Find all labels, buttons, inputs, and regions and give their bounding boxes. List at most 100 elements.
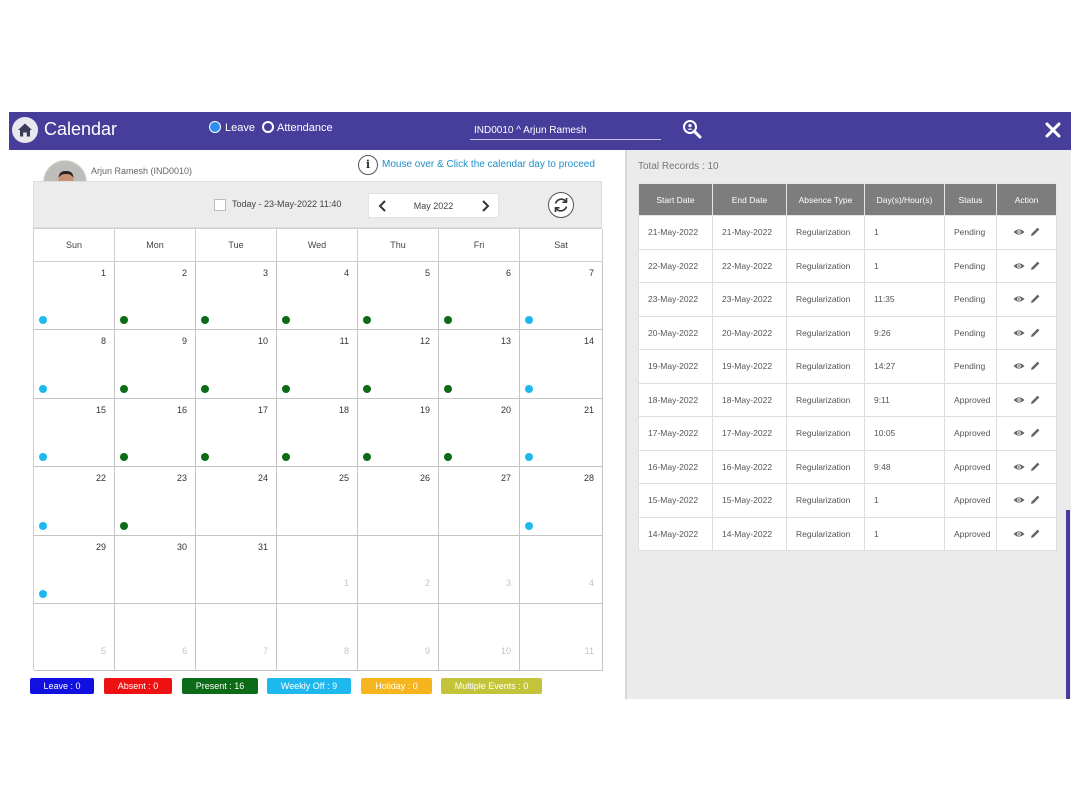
table-row[interactable]: 22-May-2022 22-May-2022 Regularization 1 Pen… — [638, 248, 1057, 283]
column-header: Start Date — [638, 183, 713, 216]
calendar-day-cell[interactable]: 2 — [115, 262, 196, 330]
calendar-day-cell[interactable]: 4 — [277, 262, 358, 330]
calendar-day-cell[interactable]: 28 — [520, 467, 603, 536]
day-number: 4 — [588, 578, 594, 588]
status-dot — [282, 385, 290, 393]
today-checkbox[interactable] — [214, 199, 226, 211]
calendar-day-cell[interactable]: 21 — [520, 399, 603, 467]
calendar-day-cell[interactable]: 30 — [115, 536, 196, 604]
day-number: 27 — [500, 473, 511, 483]
calendar-day-cell[interactable]: 26 — [358, 467, 439, 536]
close-icon[interactable] — [1042, 119, 1064, 141]
attendance-radio[interactable] — [262, 121, 274, 133]
calendar-day-cell[interactable]: 9 — [358, 604, 439, 671]
pencil-icon[interactable] — [1029, 360, 1041, 372]
end-date-cell: 14-May-2022 — [712, 516, 787, 551]
eye-icon[interactable] — [1013, 461, 1025, 473]
calendar-day-cell[interactable]: 4 — [520, 536, 603, 604]
calendar-day-cell[interactable]: 7 — [196, 604, 277, 671]
table-row[interactable]: 19-May-2022 19-May-2022 Regularization 14:2… — [638, 349, 1057, 384]
pencil-icon[interactable] — [1029, 494, 1041, 506]
eye-icon[interactable] — [1013, 327, 1025, 339]
table-row[interactable]: 20-May-2022 20-May-2022 Regularization 9:26… — [638, 315, 1057, 350]
total-records: Total Records : 10 — [638, 161, 719, 172]
calendar-day-cell[interactable]: 2 — [358, 536, 439, 604]
calendar-day-cell[interactable]: 5 — [34, 604, 115, 671]
calendar-day-cell[interactable]: 15 — [34, 399, 115, 467]
column-header: Absence Type — [786, 183, 865, 216]
pencil-icon[interactable] — [1029, 394, 1041, 406]
table-row[interactable]: 14-May-2022 14-May-2022 Regularization 1 App… — [638, 516, 1057, 551]
table-row[interactable]: 17-May-2022 17-May-2022 Regularization 10:0… — [638, 416, 1057, 451]
calendar-day-cell[interactable]: 1 — [34, 262, 115, 330]
leave-radio[interactable] — [209, 121, 221, 133]
calendar-day-cell[interactable]: 16 — [115, 399, 196, 467]
status-cell: Approved — [944, 382, 997, 417]
scrollbar[interactable] — [1066, 510, 1070, 699]
eye-icon[interactable] — [1013, 293, 1025, 305]
day-number: 28 — [583, 473, 594, 483]
pencil-icon[interactable] — [1029, 293, 1041, 305]
leave-radio-label[interactable]: Leave — [225, 122, 255, 134]
table-row[interactable]: 21-May-2022 21-May-2022 Regularization 1 Pen… — [638, 215, 1057, 250]
calendar-day-cell[interactable]: 12 — [358, 330, 439, 399]
calendar-day-cell[interactable]: 29 — [34, 536, 115, 604]
calendar-day-cell[interactable]: 11 — [277, 330, 358, 399]
calendar-day-cell[interactable]: 18 — [277, 399, 358, 467]
eye-icon[interactable] — [1013, 394, 1025, 406]
table-row[interactable]: 16-May-2022 16-May-2022 Regularization 9:48… — [638, 449, 1057, 484]
search-user-icon[interactable] — [681, 118, 703, 140]
table-row[interactable]: 18-May-2022 18-May-2022 Regularization 9:11… — [638, 382, 1057, 417]
pencil-icon[interactable] — [1029, 461, 1041, 473]
weekday-header: Fri — [439, 229, 520, 262]
attendance-radio-label[interactable]: Attendance — [277, 122, 333, 134]
pencil-icon[interactable] — [1029, 327, 1041, 339]
calendar-day-cell[interactable]: 8 — [34, 330, 115, 399]
chevron-right-icon[interactable] — [475, 197, 495, 215]
calendar-day-cell[interactable]: 6 — [439, 262, 520, 330]
day-number: 8 — [100, 336, 106, 346]
pencil-icon[interactable] — [1029, 260, 1041, 272]
calendar-day-cell[interactable]: 24 — [196, 467, 277, 536]
pencil-icon[interactable] — [1029, 226, 1041, 238]
refresh-icon[interactable] — [548, 192, 574, 218]
employee-field[interactable]: IND0010 ^ Arjun Ramesh — [470, 122, 661, 140]
chevron-left-icon[interactable] — [373, 197, 393, 215]
calendar-day-cell[interactable]: 31 — [196, 536, 277, 604]
calendar-day-cell[interactable]: 10 — [196, 330, 277, 399]
calendar-day-cell[interactable]: 23 — [115, 467, 196, 536]
eye-icon[interactable] — [1013, 427, 1025, 439]
duration-cell: 1 — [864, 215, 945, 250]
weekday-header: Thu — [358, 229, 439, 262]
table-row[interactable]: 23-May-2022 23-May-2022 Regularization 11:3… — [638, 282, 1057, 317]
calendar-day-cell[interactable]: 6 — [115, 604, 196, 671]
calendar-day-cell[interactable]: 25 — [277, 467, 358, 536]
month-label: May 2022 — [413, 201, 454, 211]
calendar-day-cell[interactable]: 10 — [439, 604, 520, 671]
eye-icon[interactable] — [1013, 494, 1025, 506]
calendar-day-cell[interactable]: 9 — [115, 330, 196, 399]
calendar-day-cell[interactable]: 20 — [439, 399, 520, 467]
calendar-day-cell[interactable]: 14 — [520, 330, 603, 399]
calendar-day-cell[interactable]: 17 — [196, 399, 277, 467]
calendar-day-cell[interactable]: 8 — [277, 604, 358, 671]
table-row[interactable]: 15-May-2022 15-May-2022 Regularization 1 App… — [638, 483, 1057, 518]
calendar-day-cell[interactable]: 22 — [34, 467, 115, 536]
eye-icon[interactable] — [1013, 528, 1025, 540]
calendar-day-cell[interactable]: 3 — [196, 262, 277, 330]
calendar-day-cell[interactable]: 1 — [277, 536, 358, 604]
calendar-day-cell[interactable]: 7 — [520, 262, 603, 330]
eye-icon[interactable] — [1013, 260, 1025, 272]
calendar-day-cell[interactable]: 11 — [520, 604, 603, 671]
eye-icon[interactable] — [1013, 226, 1025, 238]
calendar-day-cell[interactable]: 13 — [439, 330, 520, 399]
calendar-day-cell[interactable]: 5 — [358, 262, 439, 330]
duration-cell: 10:05 — [864, 416, 945, 451]
pencil-icon[interactable] — [1029, 528, 1041, 540]
calendar-day-cell[interactable]: 27 — [439, 467, 520, 536]
eye-icon[interactable] — [1013, 360, 1025, 372]
pencil-icon[interactable] — [1029, 427, 1041, 439]
home-icon[interactable] — [12, 117, 38, 143]
calendar-day-cell[interactable]: 3 — [439, 536, 520, 604]
calendar-day-cell[interactable]: 19 — [358, 399, 439, 467]
